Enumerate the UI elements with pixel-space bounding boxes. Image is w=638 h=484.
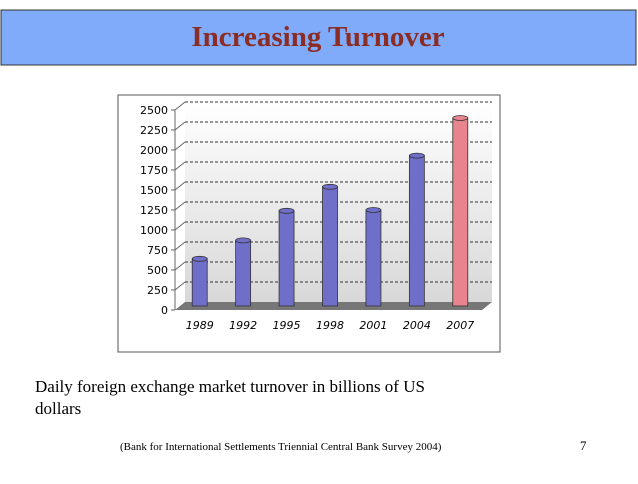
y-tick-label: 2500 xyxy=(140,104,168,117)
bar-top xyxy=(365,207,382,213)
bar xyxy=(191,258,208,307)
bar xyxy=(235,239,252,307)
bar xyxy=(322,186,338,307)
grid-line xyxy=(174,221,186,231)
bar xyxy=(452,117,469,307)
grid-line xyxy=(174,161,186,171)
x-tick-label: 2007 xyxy=(446,319,474,332)
grid-line xyxy=(174,261,186,271)
bar xyxy=(365,209,382,307)
caption: Daily foreign exchange market turnover i… xyxy=(35,377,425,418)
x-tick-label: 1995 xyxy=(273,319,301,332)
title-bar xyxy=(0,9,637,66)
grid-line xyxy=(174,101,186,111)
grid-line xyxy=(174,121,186,131)
x-tick-label: 1992 xyxy=(229,319,257,332)
bar xyxy=(408,155,425,307)
bar-top xyxy=(278,207,295,214)
y-tick-label: 750 xyxy=(147,244,168,257)
source: (Bank for International Settlements Trie… xyxy=(120,441,442,453)
grid-line xyxy=(174,201,186,211)
y-tick-label: 1500 xyxy=(140,184,168,197)
grid-line xyxy=(174,141,186,151)
y-tick-label: 2000 xyxy=(140,144,168,157)
x-tick-label: 2001 xyxy=(359,319,387,332)
x-tick-label: 1989 xyxy=(186,319,214,332)
x-tick-label: 1998 xyxy=(316,319,344,332)
y-tick-label: 1250 xyxy=(140,204,168,217)
y-tick-label: 0 xyxy=(161,304,168,317)
grid-line xyxy=(174,241,186,251)
x-tick-label: 2004 xyxy=(403,319,431,332)
y-tick-label: 250 xyxy=(147,284,168,297)
grid-line xyxy=(174,281,186,291)
bar-top xyxy=(235,237,252,244)
bar-top xyxy=(452,115,469,121)
grid-line xyxy=(174,181,186,191)
bar-top xyxy=(322,183,338,190)
bar-top xyxy=(408,152,425,159)
slide-title: Increasing Turnover xyxy=(191,21,444,53)
caption-line: Daily foreign exchange market turnover i… xyxy=(35,377,425,396)
y-tick-label: 500 xyxy=(147,264,168,277)
page-number: 7 xyxy=(580,438,587,453)
bar xyxy=(278,210,295,307)
caption-line: dollars xyxy=(35,399,81,418)
bar-top xyxy=(191,255,208,262)
y-tick-label: 1750 xyxy=(140,164,168,177)
y-tick-label: 1000 xyxy=(140,224,168,237)
y-tick-label: 2250 xyxy=(140,124,168,137)
